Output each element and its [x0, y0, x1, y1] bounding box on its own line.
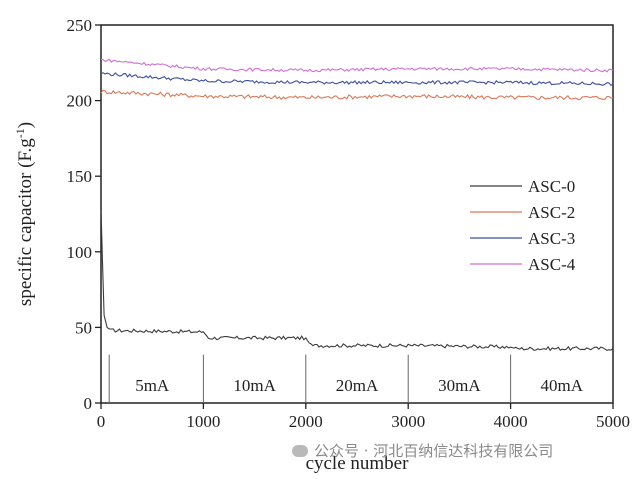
watermark-text: 公众号 · 河北百纳信达科技有限公司 [314, 442, 554, 460]
x-tick-label-3000: 3000 [391, 412, 425, 431]
band-label-5mA: 5mA [135, 376, 170, 395]
legend-label-ASC-0: ASC-0 [528, 177, 575, 196]
y-tick-label-150: 150 [67, 167, 93, 186]
y-axis-title-superscript: -1 [13, 128, 27, 138]
y-tick-label-0: 0 [84, 394, 93, 413]
y-axis-title: specific capacitor (F.g-1) [13, 122, 36, 306]
y-tick-label-50: 50 [75, 318, 92, 337]
legend-label-ASC-2: ASC-2 [528, 203, 575, 222]
series-line-ASC-4 [101, 58, 614, 73]
series-line-ASC-0 [100, 209, 614, 352]
y-tick-label-200: 200 [67, 92, 93, 111]
y-axis-title-close: ) [15, 122, 36, 128]
x-axis-title: cycle number [306, 453, 410, 474]
band-label-40mA: 40mA [541, 376, 584, 395]
x-tick-label-4000: 4000 [494, 412, 528, 431]
watermark: 公众号 · 河北百纳信达科技有限公司 [292, 440, 553, 461]
x-tick-label-1000: 1000 [186, 412, 220, 431]
series-line-ASC-2 [100, 89, 614, 101]
x-tick-label-2000: 2000 [289, 412, 323, 431]
legend-label-ASC-4: ASC-4 [528, 255, 576, 274]
x-tick-label-0: 0 [97, 412, 106, 431]
series-line-ASC-3 [100, 72, 614, 87]
x-tick-label-5000: 5000 [596, 412, 630, 431]
plot-area: 0 50 100 150 200 250 0 1000 2000 3000 4000 5000 5mA 1… [13, 16, 630, 474]
y-tick-label-100: 100 [67, 243, 93, 262]
band-label-20mA: 20mA [336, 376, 379, 395]
y-tick-label-250: 250 [67, 16, 93, 35]
wechat-icon [292, 445, 308, 457]
y-axis-title-main: specific capacitor (F.g [15, 138, 36, 306]
band-label-30mA: 30mA [438, 376, 481, 395]
band-label-10mA: 10mA [233, 376, 276, 395]
legend-label-ASC-3: ASC-3 [528, 229, 575, 248]
